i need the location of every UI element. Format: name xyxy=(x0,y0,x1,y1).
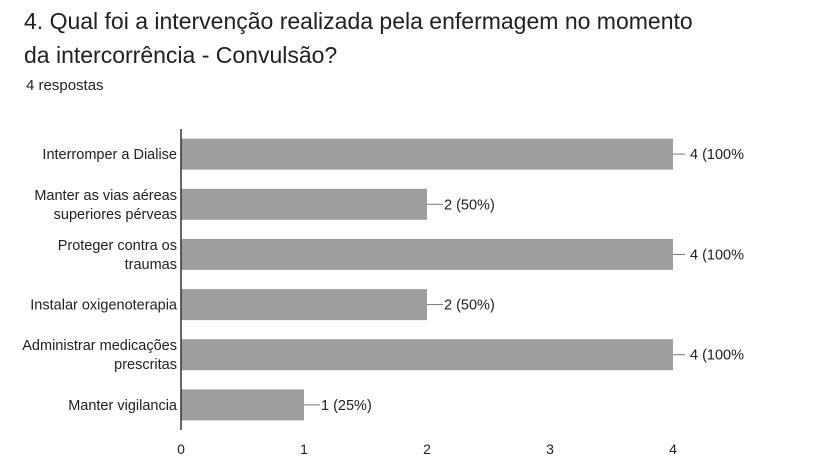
category-label: Instalar oxigenoterapia xyxy=(30,298,178,314)
x-tick-label: 0 xyxy=(177,441,185,457)
bar xyxy=(181,188,427,220)
bar xyxy=(181,238,673,270)
question-title-line2: da intercorrência - Convulsão? xyxy=(24,42,338,68)
bar xyxy=(181,138,673,170)
bar xyxy=(181,289,427,321)
category-label: superiores pérveas xyxy=(54,207,177,223)
category-label: Administrar medicações xyxy=(22,338,177,354)
x-tick-label: 1 xyxy=(300,441,308,457)
question-title: 4. Qual foi a intervenção realizada pela… xyxy=(24,4,784,72)
x-tick-label: 2 xyxy=(423,441,431,457)
question-title-line1: 4. Qual foi a intervenção realizada pela… xyxy=(24,8,693,34)
bar xyxy=(181,389,304,421)
category-label: Manter as vias aéreas xyxy=(34,188,177,204)
data-label: 4 (100% xyxy=(690,247,744,263)
data-label: 2 (50%) xyxy=(444,298,495,314)
category-label: prescritas xyxy=(114,357,177,373)
x-tick-label: 3 xyxy=(546,441,554,457)
x-tick-label: 4 xyxy=(669,441,677,457)
data-label: 1 (25%) xyxy=(321,398,372,414)
category-label: traumas xyxy=(125,257,177,273)
category-label: Proteger contra os xyxy=(58,238,177,254)
data-label: 2 (50%) xyxy=(444,197,495,213)
bar xyxy=(181,339,673,371)
data-label: 4 (100% xyxy=(690,348,744,364)
category-label: Interromper a Dialise xyxy=(42,147,177,163)
category-label: Manter vigilancia xyxy=(68,398,178,414)
data-label: 4 (100% xyxy=(690,147,744,163)
response-count: 4 respostas xyxy=(26,77,104,94)
